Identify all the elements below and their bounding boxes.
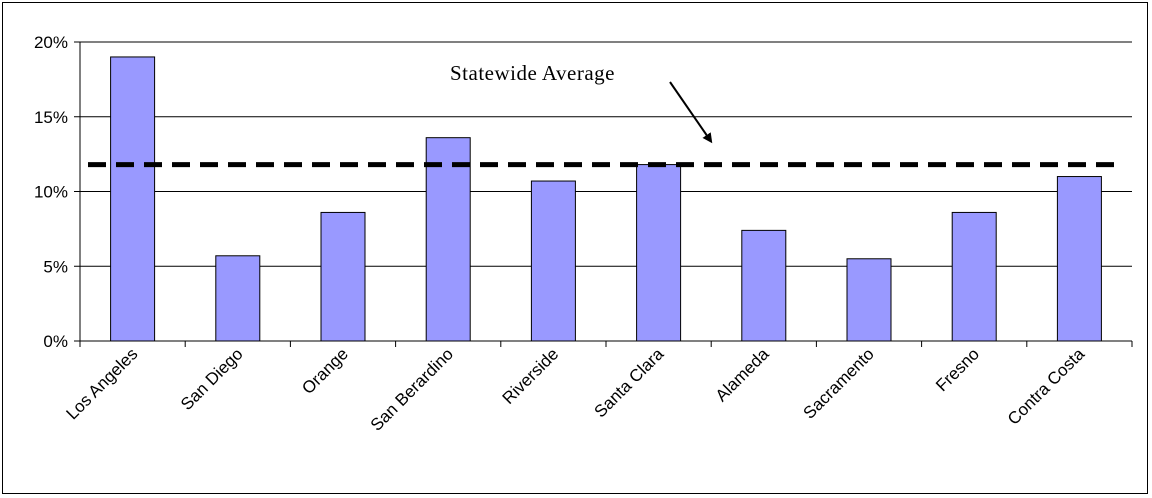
statewide-average-arrow <box>669 81 713 144</box>
bar <box>110 56 156 342</box>
x-tick-label: Contra Costa <box>1004 344 1089 429</box>
y-tick-label: 0% <box>43 332 68 351</box>
bar <box>1056 176 1102 342</box>
axes <box>74 41 1133 347</box>
bar <box>951 211 997 342</box>
bar <box>636 164 682 342</box>
x-tick-label: San Berardino <box>367 344 457 434</box>
x-tick-label: Fresno <box>932 344 983 395</box>
x-tick-label: Riverside <box>499 344 563 408</box>
y-tick-label: 10% <box>34 183 68 202</box>
x-tick-label: San Diego <box>177 344 247 414</box>
bars <box>110 56 1102 342</box>
x-tick-label: Sacramento <box>800 344 878 422</box>
reference-layer: Statewide Average <box>88 61 1124 168</box>
y-tick-label: 5% <box>43 257 68 276</box>
bar <box>530 180 576 342</box>
y-tick-label: 20% <box>34 33 68 52</box>
bar <box>846 258 892 342</box>
bar <box>741 229 787 342</box>
y-tick-label: 15% <box>34 108 68 127</box>
x-tick-label: Los Angeles <box>62 344 141 423</box>
bar <box>425 137 471 342</box>
statewide-average-label: Statewide Average <box>450 61 615 85</box>
x-tick-label: Santa Clara <box>591 344 668 421</box>
x-tick-label: Alameda <box>712 344 773 405</box>
x-tick-label: Orange <box>298 344 352 398</box>
bar <box>215 255 261 342</box>
bar <box>320 211 366 342</box>
